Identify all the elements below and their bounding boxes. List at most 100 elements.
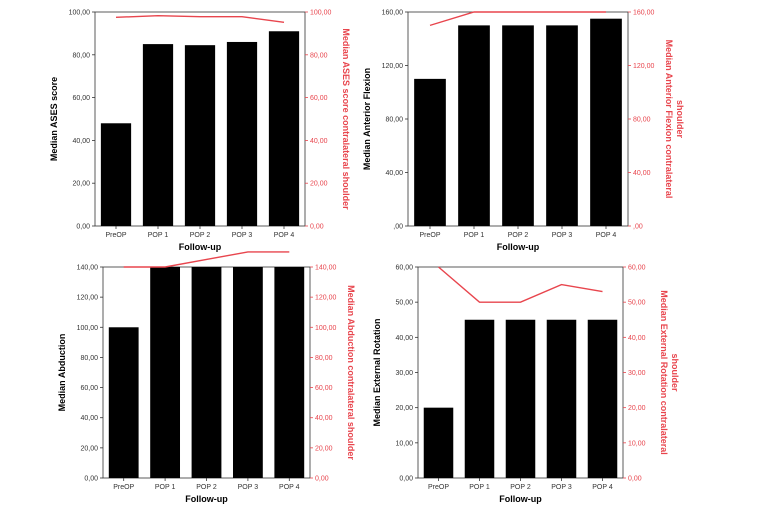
y-tick-label: 20,00 [80,445,98,452]
contralateral-line [123,251,290,268]
y-tick-label: 40,00 [395,335,413,342]
x-tick-label: POP 1 [464,232,485,239]
x-axis-title: Follow-up [179,242,222,252]
x-tick-label: POP 3 [552,232,573,239]
chart-3: 0,00 20,00 40,00 60,00 80,00 100,00 120,00 140,… [57,251,356,504]
chart-2: ,00 40,00 80,00 120,00 160,00 ,00 40,00 80,00 12… [362,10,685,253]
x-tick-label: POP 4 [596,232,617,239]
y2-tick-label: 80,00 [315,355,333,362]
y-tick-label: 80,00 [385,117,403,124]
y2-tick-label: 60,00 [310,95,328,102]
x-tick-label: POP 4 [274,232,295,239]
contralateral-line [438,266,603,303]
y2-axis-title: Median Anterior Flexion contralateral [664,40,674,199]
y-tick-label: 120,00 [77,295,99,302]
y-tick-label: 80,00 [72,52,90,59]
y2-tick-label: 40,00 [633,170,651,177]
y2-tick-label: 0,00 [628,476,642,483]
y-tick-label: 140,00 [77,265,99,272]
y2-axis-title: shoulder [670,353,680,392]
y2-axis-title: shoulder [675,100,685,139]
x-tick-label: POP 3 [551,484,572,491]
x-axis-title: Follow-up [499,494,542,504]
y-tick-label: 40,00 [72,138,90,145]
bar-pop-2 [502,25,534,226]
y-tick-label: 40,00 [385,170,403,177]
bar-pop-1 [142,44,174,226]
y-tick-label: 80,00 [80,355,98,362]
x-axis-title: Follow-up [497,242,540,252]
y-axis-title: Median External Rotation [372,318,382,426]
bar-pop-2 [191,267,222,478]
y-tick-label: ,00 [393,224,403,231]
x-tick-label: PreOP [105,232,126,239]
y-tick-label: 10,00 [395,440,413,447]
y2-tick-label: 80,00 [633,117,651,124]
x-tick-label: POP 2 [508,232,529,239]
x-tick-label: POP 1 [148,232,169,239]
y-tick-label: 60,00 [395,265,413,272]
x-tick-label: POP 1 [155,484,176,491]
x-axis-title: Follow-up [185,494,228,504]
bar-preop [423,407,454,478]
bar-pop-4 [590,18,622,226]
bar-pop-1 [464,319,495,478]
y-tick-label: 0,00 [84,476,98,483]
y2-tick-label: 20,00 [310,181,328,188]
y2-tick-label: 20,00 [315,445,333,452]
y-tick-label: 100,00 [77,325,99,332]
y2-tick-label: 140,00 [315,265,337,272]
y2-tick-label: 30,00 [628,370,646,377]
y-tick-label: 20,00 [395,405,413,412]
y2-axis-title: Median ASES score contralateral shoulder [341,28,351,210]
y-tick-label: 30,00 [395,370,413,377]
y2-tick-label: 160,00 [633,10,655,17]
y-axis-title: Median Abduction [57,334,67,412]
y2-tick-label: 40,00 [628,335,646,342]
y2-tick-label: 0,00 [310,224,324,231]
x-tick-label: POP 1 [469,484,490,491]
x-tick-label: POP 2 [190,232,211,239]
y2-tick-label: 60,00 [315,385,333,392]
y2-tick-label: 20,00 [628,405,646,412]
y2-tick-label: 10,00 [628,440,646,447]
y2-tick-label: 120,00 [315,295,337,302]
bar-pop-3 [546,319,577,478]
bar-preop [100,123,132,226]
bar-pop-3 [546,25,578,226]
bar-pop-2 [184,45,216,226]
y-tick-label: 60,00 [72,95,90,102]
x-tick-label: POP 3 [238,484,259,491]
y2-axis-title: Median Abduction contralateral shoulder [346,285,356,460]
bar-pop-1 [458,25,490,226]
y2-tick-label: 60,00 [628,265,646,272]
y-axis-title: Median Anterior Flexion [362,68,372,170]
x-tick-label: POP 4 [592,484,613,491]
y2-tick-label: 80,00 [310,52,328,59]
y2-tick-label: 100,00 [310,10,332,17]
bar-pop-4 [274,267,305,478]
bar-pop-4 [268,31,300,227]
x-tick-label: PreOP [428,484,449,491]
chart-4: 0,00 10,00 20,00 30,00 40,00 50,00 60,00 0,00 10… [372,265,680,505]
bar-preop [108,327,139,478]
y2-tick-label: 0,00 [315,476,329,483]
y-tick-label: 160,00 [382,10,404,17]
chart-1: 0,00 20,00 40,00 60,00 80,00 100,00 0,00 20,00 4… [49,10,351,253]
x-tick-label: POP 2 [196,484,217,491]
y-tick-label: 50,00 [395,300,413,307]
y-tick-label: 100,00 [69,10,91,17]
y2-axis-title: Median External Rotation contralateral [659,290,669,455]
x-tick-label: POP 4 [279,484,300,491]
contralateral-line [115,14,285,23]
bar-pop-3 [226,41,258,227]
bar-pop-4 [587,319,618,478]
x-tick-label: PreOP [419,232,440,239]
y-tick-label: 40,00 [80,415,98,422]
x-tick-label: POP 3 [232,232,253,239]
y2-tick-label: 100,00 [315,325,337,332]
y2-tick-label: 40,00 [315,415,333,422]
y-tick-label: 60,00 [80,385,98,392]
y-tick-label: 0,00 [76,224,90,231]
